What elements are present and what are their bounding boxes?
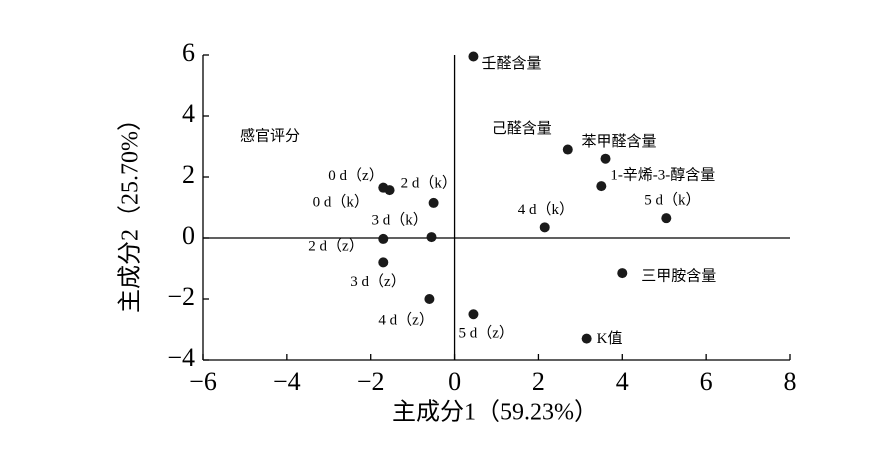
point — [378, 233, 389, 244]
point-label: 2 d（k） — [401, 174, 457, 191]
point-label: 4 d（k） — [518, 201, 574, 218]
y-tick-label: 0 — [182, 221, 195, 250]
point-label: K值 — [597, 330, 623, 347]
x-tick-label: 4 — [616, 367, 629, 396]
y-tick-label: 2 — [182, 160, 195, 189]
point-label: 苯甲醛含量 — [582, 133, 657, 150]
point — [617, 268, 628, 279]
point — [428, 197, 439, 208]
y-tick-label: −4 — [167, 343, 195, 372]
point-label: 三甲胺含量 — [641, 268, 716, 285]
y-tick-label: 4 — [182, 99, 195, 128]
x-tick-label: −4 — [273, 367, 301, 396]
point-label: 2 d（z） — [308, 237, 363, 254]
point-label: 1-辛烯-3-醇含量 — [610, 167, 715, 184]
point-label: 壬醛含量 — [481, 55, 541, 72]
point-label: 0 d（k） — [313, 194, 369, 211]
annotation: 感官评分 — [240, 127, 300, 144]
point — [581, 333, 592, 344]
y-tick-label: −2 — [167, 282, 195, 311]
y-tick-label: 6 — [182, 38, 195, 67]
x-tick-label: 8 — [784, 367, 797, 396]
point — [539, 222, 550, 233]
point — [468, 51, 479, 62]
point-label: 5 d（k） — [644, 192, 700, 209]
point — [426, 232, 437, 243]
x-tick-label: −2 — [357, 367, 385, 396]
point — [596, 181, 607, 192]
point — [468, 309, 479, 320]
point-label: 4 d（z） — [378, 311, 433, 328]
x-tick-label: 2 — [532, 367, 545, 396]
x-tick-label: 0 — [448, 367, 461, 396]
x-axis-label: 主成分1（59.23%） — [392, 399, 598, 426]
y-axis-label: 主成分2（25.70%） — [117, 107, 144, 313]
point-label: 0 d（z） — [328, 167, 383, 184]
point-label: 3 d（z） — [350, 273, 405, 290]
point — [562, 144, 573, 155]
point — [424, 294, 435, 304]
point — [384, 185, 395, 196]
point-label: 5 d（z） — [458, 325, 513, 342]
point — [378, 257, 389, 268]
x-tick-label: −6 — [189, 367, 217, 396]
point-label: 己醛含量 — [492, 120, 552, 137]
point — [661, 213, 672, 224]
point-label: 3 d（k） — [372, 212, 428, 229]
x-tick-label: 6 — [700, 367, 713, 396]
point — [600, 153, 611, 164]
